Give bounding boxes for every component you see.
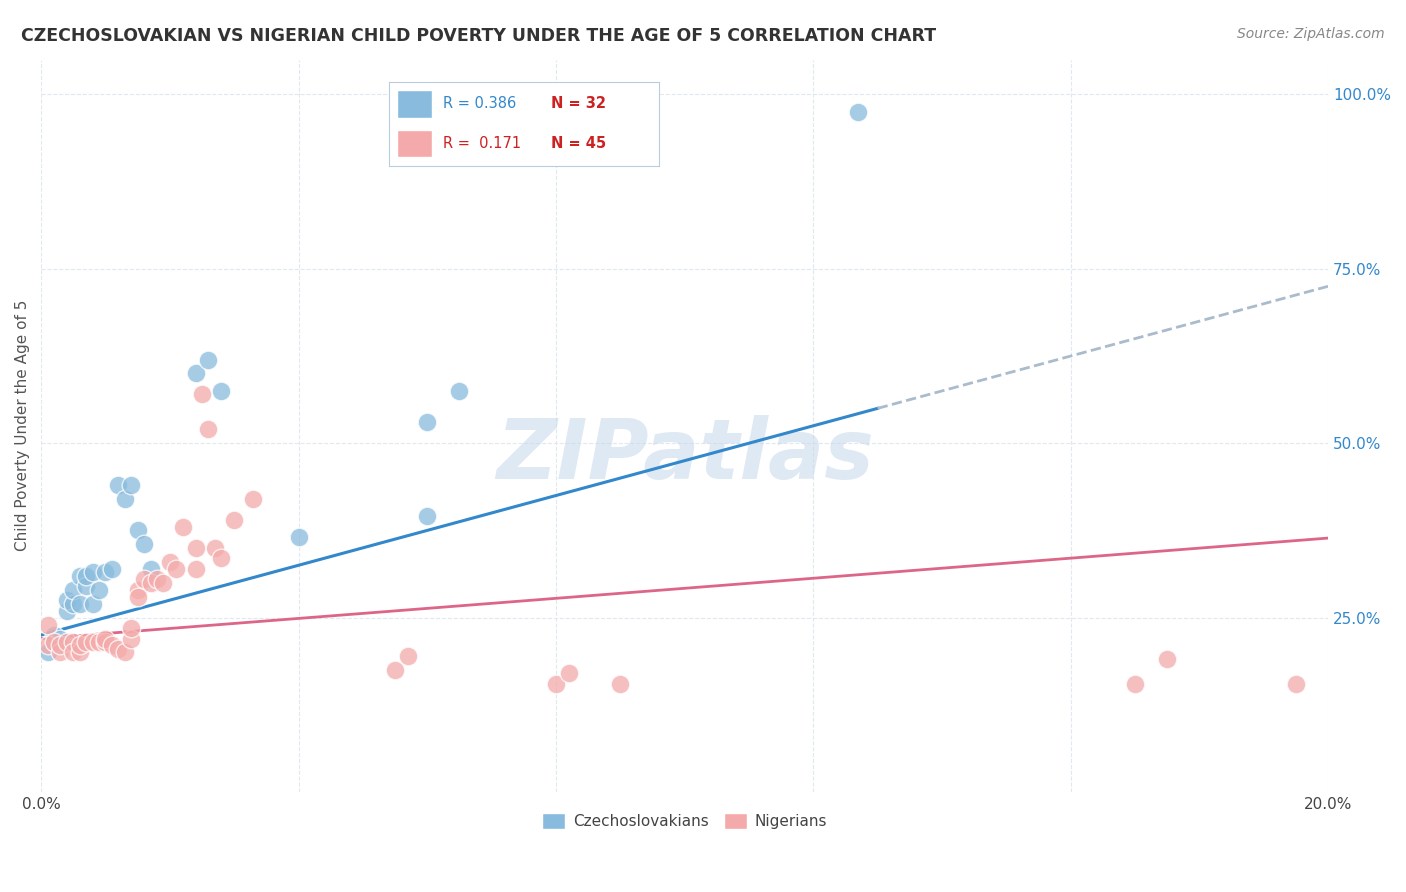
Point	[56, 635, 79, 649]
Point	[49, 639, 72, 653]
Point	[75, 568, 97, 582]
Point	[94, 635, 117, 649]
Point	[416, 415, 439, 429]
Point	[69, 597, 91, 611]
Point	[37, 639, 59, 653]
Y-axis label: Child Poverty Under the Age of 5: Child Poverty Under the Age of 5	[15, 300, 30, 551]
Point	[69, 639, 91, 653]
Point	[49, 645, 72, 659]
Point	[75, 635, 97, 649]
Point	[209, 551, 232, 566]
Point	[37, 617, 59, 632]
Point	[184, 367, 207, 381]
Point	[609, 677, 631, 691]
Point	[127, 582, 149, 597]
Point	[132, 572, 155, 586]
Point	[146, 572, 169, 586]
Point	[416, 509, 439, 524]
Point	[139, 575, 162, 590]
Point	[101, 562, 124, 576]
Point	[94, 566, 117, 580]
Point	[114, 645, 136, 659]
Point	[1285, 677, 1308, 691]
Point	[197, 422, 219, 436]
Point	[197, 352, 219, 367]
Point	[56, 593, 79, 607]
Point	[94, 632, 117, 646]
Point	[62, 582, 84, 597]
Point	[42, 635, 65, 649]
Point	[191, 387, 214, 401]
Point	[120, 478, 142, 492]
Point	[152, 575, 174, 590]
Point	[204, 541, 226, 555]
Point	[449, 384, 471, 398]
Point	[75, 579, 97, 593]
Point	[42, 628, 65, 642]
Point	[184, 541, 207, 555]
Point	[396, 648, 419, 663]
Point	[69, 568, 91, 582]
Point	[49, 632, 72, 646]
Point	[56, 604, 79, 618]
Point	[37, 645, 59, 659]
Point	[82, 635, 104, 649]
Point	[120, 621, 142, 635]
Point	[558, 666, 581, 681]
Point	[107, 478, 129, 492]
Point	[82, 566, 104, 580]
Text: CZECHOSLOVAKIAN VS NIGERIAN CHILD POVERTY UNDER THE AGE OF 5 CORRELATION CHART: CZECHOSLOVAKIAN VS NIGERIAN CHILD POVERT…	[21, 27, 936, 45]
Point	[62, 645, 84, 659]
Point	[107, 642, 129, 657]
Point	[132, 537, 155, 551]
Point	[62, 597, 84, 611]
Point	[87, 635, 110, 649]
Point	[42, 635, 65, 649]
Point	[159, 555, 181, 569]
Point	[101, 639, 124, 653]
Point	[1156, 652, 1178, 666]
Point	[139, 562, 162, 576]
Point	[120, 632, 142, 646]
Point	[224, 513, 246, 527]
Point	[172, 520, 194, 534]
Point	[544, 677, 567, 691]
Point	[127, 590, 149, 604]
Point	[848, 104, 870, 119]
Point	[287, 530, 309, 544]
Point	[62, 635, 84, 649]
Point	[114, 491, 136, 506]
Point	[49, 635, 72, 649]
Point	[242, 491, 264, 506]
Point	[69, 645, 91, 659]
Text: ZIPatlas: ZIPatlas	[496, 415, 873, 496]
Legend: Czechoslovakians, Nigerians: Czechoslovakians, Nigerians	[536, 807, 834, 836]
Point	[384, 663, 406, 677]
Point	[127, 524, 149, 538]
Point	[165, 562, 187, 576]
Point	[1123, 677, 1146, 691]
Point	[209, 384, 232, 398]
Point	[82, 597, 104, 611]
Point	[87, 582, 110, 597]
Point	[184, 562, 207, 576]
Text: Source: ZipAtlas.com: Source: ZipAtlas.com	[1237, 27, 1385, 41]
